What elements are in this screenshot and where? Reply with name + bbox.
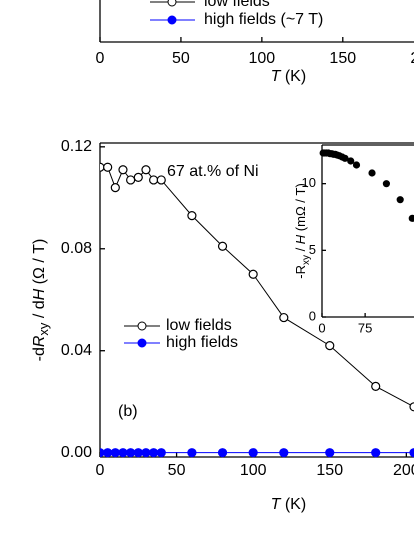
- legend-marker: [137, 338, 147, 348]
- annotation: 67 at.% of Ni: [167, 163, 259, 180]
- y-tick-label: 0.12: [61, 138, 92, 155]
- label-part: T: [271, 68, 282, 85]
- data-point: [396, 196, 404, 204]
- label-part: -R: [293, 265, 308, 279]
- data-point: [110, 183, 120, 193]
- x-tick-label: 50: [172, 50, 190, 67]
- axis-label: T (K): [271, 68, 307, 85]
- data-point: [156, 448, 166, 458]
- legend-label: low fields: [204, 0, 270, 10]
- label-part: H: [31, 288, 48, 300]
- data-point: [100, 448, 105, 458]
- legend-label: low fields: [166, 317, 232, 334]
- label-part: xy: [301, 255, 312, 265]
- data-point: [368, 169, 376, 177]
- data-point: [248, 448, 258, 458]
- data-point: [133, 172, 143, 183]
- data-point: [352, 161, 361, 169]
- data-point: [371, 381, 381, 392]
- data-point: [217, 448, 228, 458]
- data-point: [149, 448, 159, 458]
- axis-label: T (K): [271, 496, 307, 513]
- x-tick-label: 200: [393, 462, 414, 479]
- data-point: [347, 157, 355, 165]
- label-part: / d: [31, 300, 48, 322]
- data-point: [141, 165, 151, 175]
- data-point: [217, 241, 228, 251]
- data-point: [187, 211, 197, 221]
- y-tick-label: 5: [309, 242, 316, 257]
- y-tick-label: 0.04: [61, 342, 92, 359]
- data-point: [341, 154, 349, 162]
- label-part: T: [271, 496, 282, 513]
- label-part: -d: [31, 347, 48, 361]
- x-tick-label: 200: [410, 50, 414, 67]
- data-point: [103, 448, 113, 458]
- axis-label: -Rxy / H (mΩ / T): [293, 183, 311, 279]
- x-tick-label: 0: [96, 462, 105, 479]
- label-part: R: [31, 335, 48, 347]
- legend-marker: [167, 15, 177, 25]
- x-tick-label: 50: [168, 462, 186, 479]
- x-tick-label: 75: [358, 320, 372, 335]
- legend-marker: [137, 321, 147, 331]
- data-point: [126, 175, 136, 185]
- data-point: [141, 448, 151, 458]
- label-part: (mΩ / T): [293, 183, 308, 235]
- panel-label: (b): [118, 403, 138, 420]
- plot-area: [100, 162, 414, 458]
- x-tick-label: 0: [96, 50, 105, 67]
- data-point: [110, 448, 120, 458]
- data-point: [133, 448, 143, 458]
- label-part: /: [293, 244, 308, 255]
- data-point: [371, 448, 381, 458]
- label-part: xy: [36, 322, 51, 336]
- legend-label: high fields (~7 T): [204, 11, 323, 28]
- data-point: [187, 448, 197, 458]
- data-point: [100, 162, 105, 172]
- y-tick-label: 0: [309, 308, 316, 323]
- x-tick-label: 100: [240, 462, 267, 479]
- data-point: [409, 402, 414, 412]
- legend-marker: [167, 0, 177, 7]
- data-point: [325, 341, 335, 351]
- x-tick-label: 150: [316, 462, 343, 479]
- label-part: (K): [280, 68, 306, 85]
- label-part: H: [293, 234, 308, 244]
- data-point: [382, 180, 390, 188]
- x-tick-label: 0: [318, 320, 325, 335]
- x-tick-label: 100: [249, 50, 276, 67]
- data-point: [409, 448, 414, 458]
- y-tick-label: 10: [302, 175, 316, 190]
- label-part: (Ω / T): [31, 239, 48, 289]
- data-point: [156, 175, 166, 185]
- data-point: [279, 448, 289, 458]
- data-point: [149, 175, 159, 185]
- data-point: [248, 269, 258, 279]
- y-tick-label: 0.00: [61, 444, 92, 461]
- data-point: [103, 162, 113, 172]
- data-point: [118, 448, 128, 458]
- data-point: [408, 214, 414, 222]
- legend-label: high fields: [166, 334, 238, 351]
- axis-label: -dRxy / dH (Ω / T): [31, 239, 51, 362]
- data-point: [279, 312, 289, 323]
- x-tick-label: 150: [329, 50, 356, 67]
- data-point: [325, 448, 335, 458]
- data-point: [118, 165, 128, 175]
- label-part: (K): [280, 496, 306, 513]
- y-tick-label: 0.08: [61, 240, 92, 257]
- data-point: [126, 448, 136, 458]
- inset-background: [322, 145, 414, 317]
